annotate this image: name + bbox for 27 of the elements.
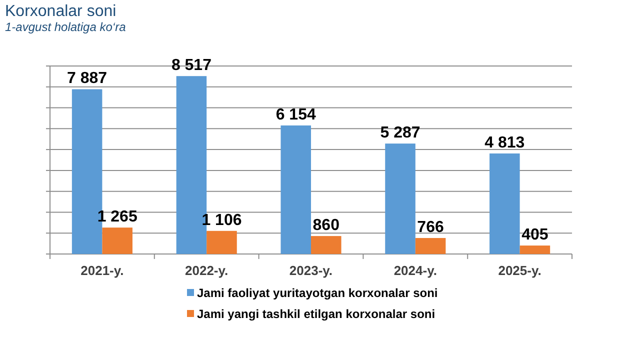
data-label: 1 106 (202, 212, 242, 229)
data-label: 6 154 (276, 106, 316, 124)
data-label: 8 517 (171, 57, 212, 74)
data-label: 7 887 (67, 70, 108, 88)
data-label: 405 (522, 226, 548, 244)
bar (520, 246, 550, 254)
x-tick-label: 2024-y. (394, 263, 437, 278)
chart-subtitle: 1-avgust holatiga ko‘ra (5, 20, 126, 34)
chart-title: Korxonalar soni (5, 3, 116, 20)
bar (385, 144, 416, 254)
legend-label: Jami yangi tashkil etilgan korxonalar soni (197, 307, 436, 321)
data-label: 5 287 (380, 124, 420, 142)
bar (206, 230, 237, 254)
x-tick-label: 2025-y. (498, 263, 542, 278)
data-label: 860 (312, 217, 340, 234)
data-label: 766 (417, 219, 444, 236)
legend-label: Jami faoliyat yuritayotgan korxonalar soni (197, 286, 438, 300)
x-tick-label: 2023-y. (289, 263, 333, 278)
bar (490, 153, 520, 254)
x-tick-label: 2022-y. (185, 263, 228, 278)
bar (102, 228, 132, 254)
bar (311, 236, 342, 254)
data-label: 1 265 (97, 208, 138, 226)
bar (415, 238, 446, 254)
data-label: 4 813 (484, 134, 525, 152)
x-tick-label: 2021-y. (80, 263, 124, 278)
bar (280, 125, 311, 254)
